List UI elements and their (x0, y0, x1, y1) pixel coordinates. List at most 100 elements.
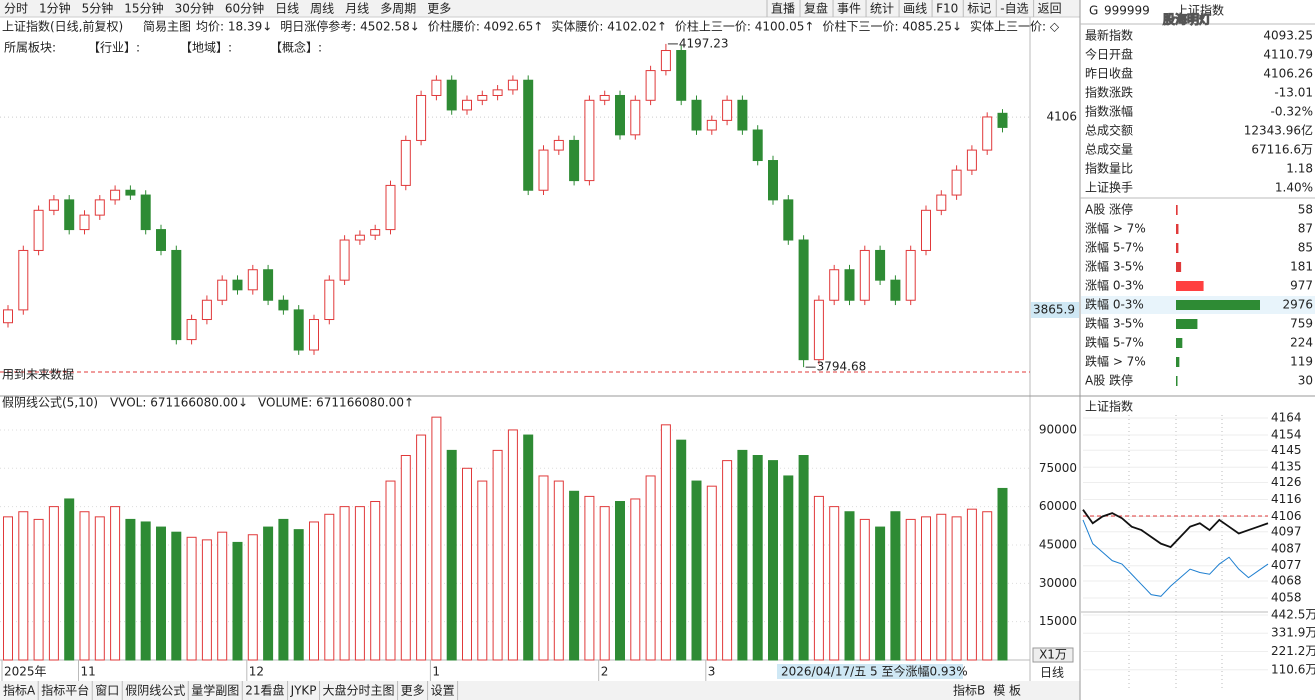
bottom-tab[interactable]: 设置 (431, 684, 455, 698)
breadth-label: 跌幅 3-5% (1085, 316, 1144, 331)
y-tick-label: 60000 (1039, 499, 1077, 513)
toolbar-button[interactable]: 事件 (837, 2, 861, 16)
volume-bar (293, 529, 304, 661)
candle-body (354, 234, 365, 241)
candle-body (48, 199, 59, 211)
candle-body (859, 249, 870, 301)
bottom-tab[interactable]: 21看盘 (245, 683, 284, 698)
toolbar-button[interactable]: -自选 (1000, 2, 1028, 16)
bottom-tab[interactable]: 更多 (401, 684, 425, 698)
header-item: 价柱腰价: 4092.65↑ (428, 19, 544, 34)
toolbar-tab[interactable]: 更多 (427, 2, 451, 16)
candle-body (676, 50, 687, 101)
volume-bar (64, 498, 75, 661)
y-tick-label: 4116 (1271, 492, 1302, 506)
breadth-bar (1176, 376, 1178, 386)
candle-body (951, 169, 962, 196)
toolbar-tab[interactable]: 周线 (310, 2, 334, 16)
volume-bar (232, 541, 243, 661)
candle-body (79, 214, 90, 231)
toolbar-tab[interactable]: 月线 (345, 2, 369, 16)
volume-bar (630, 498, 641, 661)
y-tick-label: 4145 (1271, 443, 1302, 457)
volume-bar (722, 460, 733, 661)
breadth-value: 58 (1298, 203, 1313, 217)
bottom-tab[interactable]: 指标A (3, 683, 36, 698)
quote-code: 999999 (1104, 4, 1150, 18)
candle-body (370, 229, 381, 236)
quote-value: 1.40% (1275, 181, 1313, 195)
bottom-tab[interactable]: JYKP (290, 684, 317, 698)
toolbar-tab[interactable]: 5分钟 (82, 1, 114, 16)
breadth-bar (1176, 262, 1182, 272)
toolbar-tab[interactable]: 60分钟 (225, 1, 264, 16)
volume-bar (247, 534, 258, 661)
breadth-label: 涨幅 3-5% (1085, 259, 1144, 274)
y-tick-label: 15000 (1039, 614, 1077, 628)
volume-bar (813, 495, 824, 661)
candle-body (783, 199, 794, 241)
volume-bar (859, 518, 870, 661)
toolbar-tab[interactable]: 30分钟 (175, 1, 214, 16)
y-tick-label: 4068 (1271, 574, 1302, 588)
breadth-value: 224 (1290, 336, 1313, 350)
volume-bar (768, 460, 778, 661)
date-status: 2026/04/17/五 5 至今涨幅0.93% (781, 664, 968, 679)
volume-bar (691, 480, 702, 661)
volume-bar (829, 506, 840, 661)
candle-body (523, 79, 534, 191)
bottom-tab[interactable]: 指标平台 (41, 683, 89, 698)
bottom-tab[interactable]: 模 板 (993, 684, 1021, 698)
indicator-label: VVOL: 671166080.00↓ (110, 396, 248, 410)
volume-bar (737, 449, 748, 661)
toolbar-button[interactable]: 画线 (903, 2, 927, 16)
volume-bar (507, 429, 518, 661)
toolbar-tab[interactable]: 日线 (275, 2, 299, 16)
quote-label: 指数涨跌 (1085, 85, 1133, 100)
header-item: 均价: 18.39↓ (196, 20, 272, 34)
volume-bar (553, 480, 564, 661)
y-tick-label: 75000 (1039, 461, 1077, 475)
candle-body (768, 160, 778, 201)
x-tick-label: 12 (249, 665, 264, 679)
volume-bar (156, 526, 166, 661)
toolbar-button[interactable]: F10 (936, 2, 958, 16)
quote-value: 67116.6万 (1251, 143, 1313, 157)
breadth-bar (1176, 205, 1178, 215)
candle-body (186, 319, 197, 341)
mode-label: 简易主图 (143, 20, 191, 34)
toolbar-button[interactable]: 返回 (1038, 2, 1062, 16)
quote-label: 今日开盘 (1085, 47, 1133, 62)
candle-body (232, 279, 243, 291)
toolbar-button[interactable]: 标记 (967, 2, 991, 16)
bottom-tab[interactable]: 窗口 (95, 684, 119, 698)
volume-bar (385, 480, 396, 661)
quote-prefix: G (1089, 4, 1098, 18)
volume-bar (431, 416, 442, 661)
quote-value: 4110.79 (1263, 48, 1313, 62)
annotation-label: 3794.68 (817, 360, 867, 374)
y-tick-label: 4097 (1271, 524, 1302, 538)
quote-value: 12343.96亿 (1244, 123, 1313, 138)
breadth-bar (1176, 243, 1179, 253)
y-tick-label: 4164 (1271, 411, 1302, 425)
candle-body (416, 94, 427, 141)
breadth-label: 涨幅 5-7% (1085, 240, 1144, 255)
bottom-tab[interactable]: 大盘分时主图 (323, 683, 395, 698)
toolbar-tab[interactable]: 1分钟 (39, 1, 71, 16)
bottom-tab[interactable]: 量学副图 (191, 683, 239, 698)
bottom-tab[interactable]: 指标B (953, 683, 985, 698)
toolbar-button[interactable]: 统计 (870, 2, 894, 16)
breadth-value: 977 (1290, 279, 1313, 293)
bottom-tab[interactable]: 假阴线公式 (125, 684, 185, 698)
toolbar-tab[interactable]: 分时 (4, 2, 28, 16)
toolbar-tab[interactable]: 多周期 (380, 2, 416, 16)
candle-body (293, 309, 304, 351)
toolbar-tab[interactable]: 15分钟 (124, 1, 163, 16)
toolbar-button[interactable]: 复盘 (804, 1, 828, 16)
volume-bar (523, 434, 534, 661)
toolbar-button[interactable]: 直播 (771, 2, 795, 16)
volume-bar (890, 511, 901, 661)
volume-bar (599, 506, 610, 661)
